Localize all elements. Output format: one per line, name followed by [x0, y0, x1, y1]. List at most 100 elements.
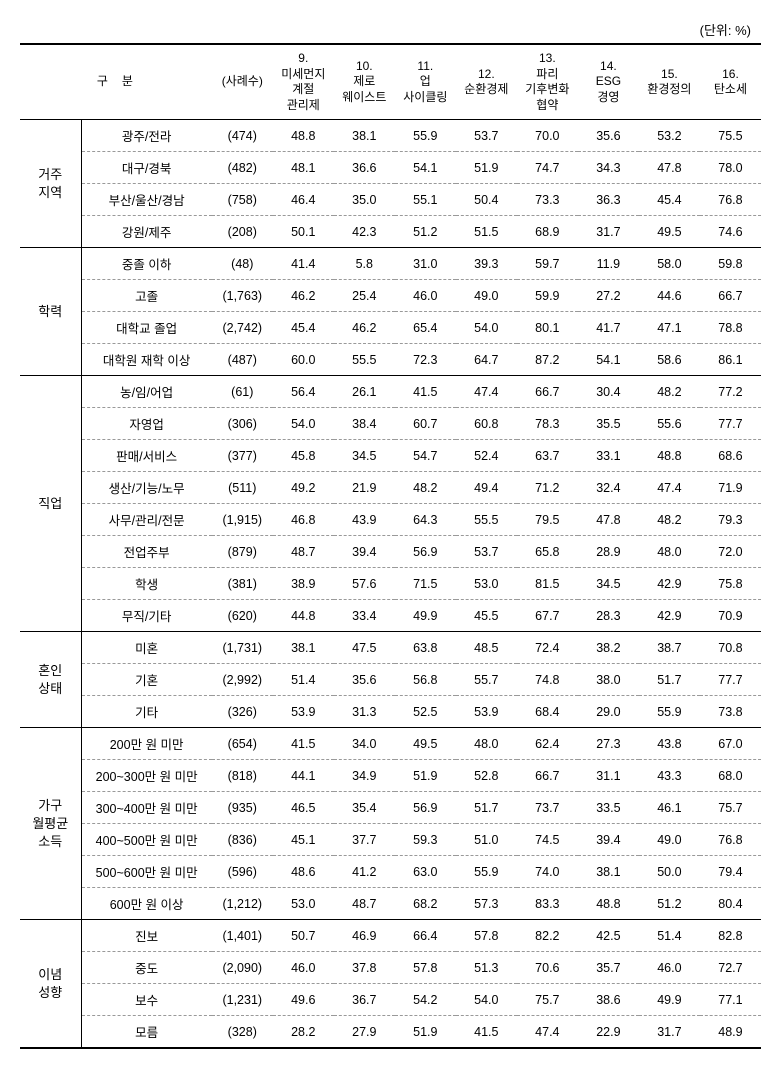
cell-value: 34.5 [578, 568, 639, 600]
cell-value: 49.0 [639, 824, 700, 856]
cell-value: 36.6 [334, 152, 395, 184]
cell-value: 66.7 [700, 280, 761, 312]
cell-value: 58.6 [639, 344, 700, 376]
cell-value: 74.7 [517, 152, 578, 184]
cell-value: 28.2 [273, 1016, 334, 1049]
cell-value: 57.8 [395, 952, 456, 984]
table-row: 대학교 졸업(2,742)45.446.265.454.080.141.747.… [20, 312, 761, 344]
cell-value: 53.2 [639, 120, 700, 152]
cell-value: 47.4 [456, 376, 517, 408]
table-row: 학력중졸 이하(48)41.45.831.039.359.711.958.059… [20, 248, 761, 280]
cell-value: 51.4 [639, 920, 700, 952]
group-label: 직업 [20, 376, 81, 632]
cell-value: 70.6 [517, 952, 578, 984]
header-col-15: 15. 환경정의 [639, 44, 700, 120]
cell-value: 55.9 [395, 120, 456, 152]
sub-label: 기타 [81, 696, 212, 728]
sample-count: (474) [212, 120, 273, 152]
cell-value: 53.0 [273, 888, 334, 920]
sub-label: 판매/서비스 [81, 440, 212, 472]
sub-label: 자영업 [81, 408, 212, 440]
sample-count: (306) [212, 408, 273, 440]
table-row: 400~500만 원 미만(836)45.137.759.351.074.539… [20, 824, 761, 856]
table-row: 보수(1,231)49.636.754.254.075.738.649.977.… [20, 984, 761, 1016]
sample-count: (836) [212, 824, 273, 856]
cell-value: 30.4 [578, 376, 639, 408]
cell-value: 82.2 [517, 920, 578, 952]
cell-value: 52.8 [456, 760, 517, 792]
cell-value: 50.4 [456, 184, 517, 216]
cell-value: 72.0 [700, 536, 761, 568]
cell-value: 38.2 [578, 632, 639, 664]
sub-label: 500~600만 원 미만 [81, 856, 212, 888]
cell-value: 51.7 [639, 664, 700, 696]
sub-label: 부산/울산/경남 [81, 184, 212, 216]
sub-label: 600만 원 이상 [81, 888, 212, 920]
cell-value: 71.5 [395, 568, 456, 600]
cell-value: 75.7 [700, 792, 761, 824]
table-header: 구분 (사례수) 9. 미세먼지 계절 관리제 10. 제로 웨이스트 11. … [20, 44, 761, 120]
unit-label: (단위: %) [20, 20, 761, 39]
cell-value: 49.2 [273, 472, 334, 504]
cell-value: 70.8 [700, 632, 761, 664]
cell-value: 46.5 [273, 792, 334, 824]
group-label: 거주 지역 [20, 120, 81, 248]
sample-count: (48) [212, 248, 273, 280]
cell-value: 55.5 [334, 344, 395, 376]
cell-value: 45.4 [639, 184, 700, 216]
cell-value: 60.8 [456, 408, 517, 440]
cell-value: 31.3 [334, 696, 395, 728]
sub-label: 미혼 [81, 632, 212, 664]
cell-value: 35.0 [334, 184, 395, 216]
cell-value: 49.6 [273, 984, 334, 1016]
cell-value: 54.0 [456, 312, 517, 344]
cell-value: 34.5 [334, 440, 395, 472]
table-row: 모름(328)28.227.951.941.547.422.931.748.9 [20, 1016, 761, 1049]
sample-count: (935) [212, 792, 273, 824]
header-col-9: 9. 미세먼지 계절 관리제 [273, 44, 334, 120]
cell-value: 38.6 [578, 984, 639, 1016]
cell-value: 43.3 [639, 760, 700, 792]
cell-value: 48.5 [456, 632, 517, 664]
cell-value: 72.4 [517, 632, 578, 664]
cell-value: 41.5 [395, 376, 456, 408]
cell-value: 59.8 [700, 248, 761, 280]
cell-value: 77.2 [700, 376, 761, 408]
sample-count: (511) [212, 472, 273, 504]
table-row: 300~400만 원 미만(935)46.535.456.951.773.733… [20, 792, 761, 824]
cell-value: 77.7 [700, 408, 761, 440]
cell-value: 47.1 [639, 312, 700, 344]
table-row: 500~600만 원 미만(596)48.641.263.055.974.038… [20, 856, 761, 888]
cell-value: 55.5 [456, 504, 517, 536]
cell-value: 41.2 [334, 856, 395, 888]
cell-value: 56.9 [395, 536, 456, 568]
cell-value: 51.9 [456, 152, 517, 184]
cell-value: 33.5 [578, 792, 639, 824]
cell-value: 49.9 [395, 600, 456, 632]
cell-value: 25.4 [334, 280, 395, 312]
cell-value: 46.0 [273, 952, 334, 984]
cell-value: 53.0 [456, 568, 517, 600]
cell-value: 31.7 [639, 1016, 700, 1049]
table-row: 판매/서비스(377)45.834.554.752.463.733.148.86… [20, 440, 761, 472]
sample-count: (758) [212, 184, 273, 216]
header-col-10: 10. 제로 웨이스트 [334, 44, 395, 120]
cell-value: 77.1 [700, 984, 761, 1016]
cell-value: 51.2 [639, 888, 700, 920]
sub-label: 사무/관리/전문 [81, 504, 212, 536]
cell-value: 47.5 [334, 632, 395, 664]
cell-value: 48.8 [578, 888, 639, 920]
cell-value: 80.1 [517, 312, 578, 344]
sub-label: 보수 [81, 984, 212, 1016]
cell-value: 68.9 [517, 216, 578, 248]
cell-value: 46.2 [334, 312, 395, 344]
cell-value: 75.8 [700, 568, 761, 600]
sub-label: 생산/기능/노무 [81, 472, 212, 504]
table-row: 혼인 상태미혼(1,731)38.147.563.848.572.438.238… [20, 632, 761, 664]
table-row: 중도(2,090)46.037.857.851.370.635.746.072.… [20, 952, 761, 984]
cell-value: 78.3 [517, 408, 578, 440]
sample-count: (1,915) [212, 504, 273, 536]
cell-value: 49.4 [456, 472, 517, 504]
cell-value: 51.9 [395, 760, 456, 792]
cell-value: 47.8 [578, 504, 639, 536]
